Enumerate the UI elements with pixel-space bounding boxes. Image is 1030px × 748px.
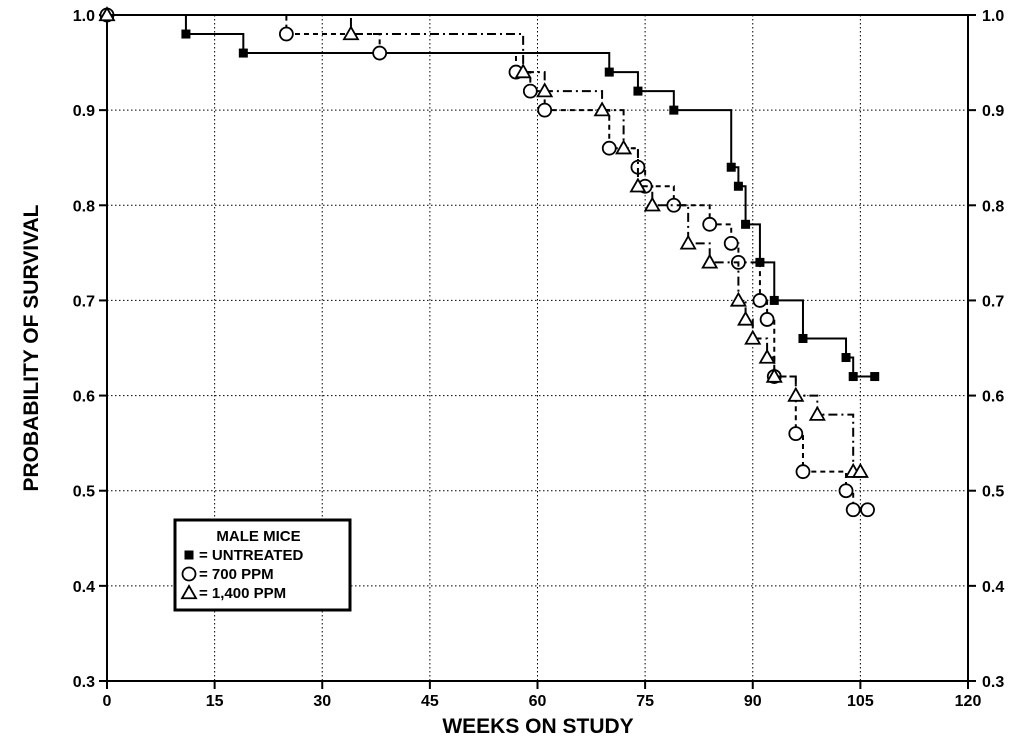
- series-1-point: [769, 295, 779, 305]
- series-2-point: [860, 502, 875, 518]
- series-3-point: [629, 177, 647, 193]
- series-2-point: [845, 502, 861, 518]
- series-2-point: [702, 216, 718, 232]
- legend-title: MALE MICE: [216, 528, 300, 545]
- series-3-point: [342, 25, 360, 41]
- y-tick-label-left: 0.8: [73, 198, 95, 215]
- series-3-line: [107, 14, 861, 473]
- series-1-point: [238, 48, 248, 58]
- series-3-point: [765, 367, 783, 383]
- y-tick-label-right: 0.6: [982, 389, 1004, 406]
- series-2-point: [795, 464, 811, 480]
- legend-box: [173, 518, 352, 612]
- series-3-point: [744, 329, 762, 345]
- legend-marker-1: [184, 550, 194, 560]
- series-2-point: [723, 235, 739, 251]
- series-2-point: [838, 483, 854, 499]
- series-1-point: [726, 162, 736, 172]
- series-3: [98, 6, 869, 478]
- series-3-point: [514, 63, 532, 79]
- legend: MALE MICE = UNTREATED = 700 PPM = 1,400 PPM: [173, 518, 352, 612]
- series-group: [98, 6, 880, 518]
- y-tick-label-left: 0.5: [73, 484, 95, 501]
- legend-entry-2: = 700 PPM: [199, 566, 274, 583]
- y-tick-label-right: 0.4: [982, 579, 1004, 596]
- x-tick-label: 45: [421, 693, 439, 710]
- series-1-point: [870, 372, 880, 382]
- y-tick-label-left: 0.3: [73, 674, 95, 691]
- x-tick-label: 60: [529, 693, 547, 710]
- y-tick-label-left: 1.0: [73, 8, 95, 25]
- series-3-point: [808, 405, 826, 421]
- series-3-point: [787, 386, 805, 402]
- x-tick-label: 90: [744, 693, 762, 710]
- x-tick-label: 15: [206, 693, 224, 710]
- y-axis-label: PROBABILITY OF SURVIVAL: [20, 204, 43, 491]
- legend-entry-3: = 1,400 PPM: [199, 585, 286, 602]
- series-3-point: [536, 82, 554, 98]
- series-3-point: [593, 101, 611, 117]
- series-1-point: [798, 333, 808, 343]
- y-tick-label-right: 0.3: [982, 674, 1004, 691]
- y-tick-label-left: 0.7: [73, 293, 95, 310]
- series-3-point: [737, 310, 755, 326]
- series-2-point: [537, 102, 553, 118]
- series-2-point: [601, 140, 617, 156]
- series-2-point: [522, 83, 538, 99]
- series-3-point: [643, 196, 661, 212]
- series-1-point: [741, 219, 751, 229]
- x-tick-label: 105: [847, 693, 874, 710]
- series-2-point: [752, 293, 768, 308]
- y-tick-label-right: 0.5: [982, 484, 1004, 501]
- series-3-point: [851, 462, 869, 478]
- y-tick-label-left: 0.6: [73, 389, 95, 406]
- series-2-point: [759, 312, 775, 327]
- y-tick-label-right: 1.0: [982, 8, 1004, 25]
- y-tick-label-right: 0.7: [982, 293, 1004, 310]
- legend-marker-3: [180, 584, 198, 600]
- legend-entry-1: = UNTREATED: [199, 547, 303, 564]
- series-3-point: [701, 253, 719, 269]
- series-1-point: [733, 181, 743, 191]
- series-1-point: [841, 353, 851, 363]
- series-3-point: [729, 291, 747, 307]
- y-tick-label-right: 0.8: [982, 198, 1004, 215]
- series-1-point: [669, 105, 679, 115]
- series-1-point: [181, 29, 191, 39]
- legend-marker-2: [181, 566, 197, 582]
- y-tick-label-left: 0.4: [73, 579, 95, 596]
- series-3-point: [615, 139, 633, 155]
- series-1-line: [107, 14, 875, 378]
- series-2-line: [107, 14, 868, 511]
- series-1-point: [604, 67, 614, 77]
- y-tick-label-left: 0.9: [73, 103, 95, 120]
- x-axis-label: WEEKS ON STUDY: [442, 715, 633, 738]
- series-2-point: [278, 26, 294, 42]
- x-tick-label: 30: [313, 693, 331, 710]
- x-tick-label: 75: [636, 693, 654, 710]
- series-2-point: [788, 426, 804, 442]
- x-tick-label: 120: [955, 693, 982, 710]
- series-1-point: [633, 86, 643, 96]
- series-3-point: [98, 6, 116, 22]
- series-3-point: [758, 348, 776, 364]
- x-tick-label: 0: [103, 693, 112, 710]
- series-1-point: [848, 372, 858, 382]
- grid: [107, 15, 968, 681]
- series-3-point: [679, 234, 697, 250]
- series-2-point: [372, 45, 388, 61]
- y-tick-label-right: 0.9: [982, 103, 1004, 120]
